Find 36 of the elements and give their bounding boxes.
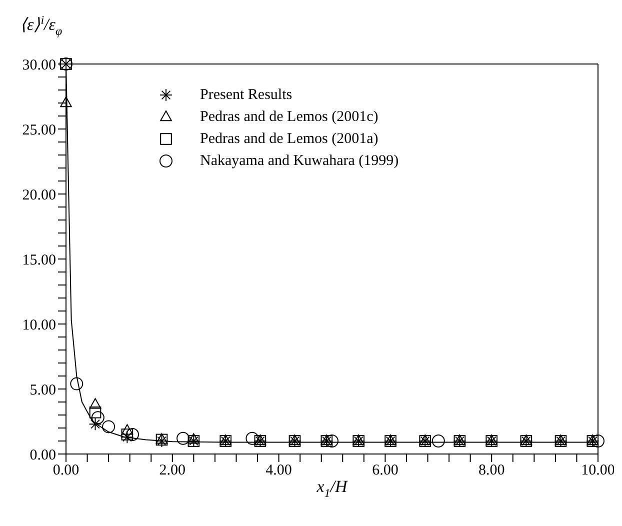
point — [432, 434, 445, 448]
legend-label: Pedras and de Lemos (2001a) — [200, 130, 378, 148]
point — [60, 96, 72, 108]
point — [592, 434, 604, 448]
point — [246, 432, 259, 445]
y-tick-label: 30.00 — [22, 57, 56, 74]
x-tick-label: 10.00 — [581, 462, 615, 479]
point — [70, 377, 84, 390]
point — [188, 433, 200, 444]
x-tick-label: 2.00 — [159, 462, 186, 479]
legend-label: Nakayama and Kuwahara (1999) — [200, 152, 399, 170]
point — [326, 434, 338, 448]
point — [88, 418, 102, 431]
x-tick-label: 8.00 — [478, 462, 505, 479]
legend-label: Present Results — [200, 86, 292, 104]
x-tick-label: 6.00 — [372, 462, 398, 479]
x-tick-label: 0.00 — [52, 462, 80, 479]
point — [120, 430, 134, 444]
point — [89, 406, 102, 418]
legend-label: Pedras and de Lemos (2001c) — [200, 108, 378, 126]
point — [89, 398, 102, 409]
y-tick-label: 5.00 — [30, 382, 56, 398]
y-axis-title: ⟨ε⟩$^{i}$/ε$_{φ}$ — [20, 13, 62, 38]
y-tick-label: 25.00 — [22, 122, 56, 138]
point — [121, 428, 134, 440]
y-tick-label: 20.00 — [22, 187, 56, 204]
point — [126, 428, 139, 441]
x-tick-label: 4.00 — [266, 462, 292, 479]
y-tick-label: 0.00 — [30, 447, 56, 464]
point — [91, 411, 104, 424]
point — [121, 424, 134, 435]
x-axis-title: x$_{1}$/H — [316, 477, 349, 500]
y-tick-label: 10.00 — [22, 317, 56, 334]
point — [176, 432, 190, 445]
y-tick-label: 15.00 — [22, 252, 56, 268]
point — [102, 420, 116, 434]
